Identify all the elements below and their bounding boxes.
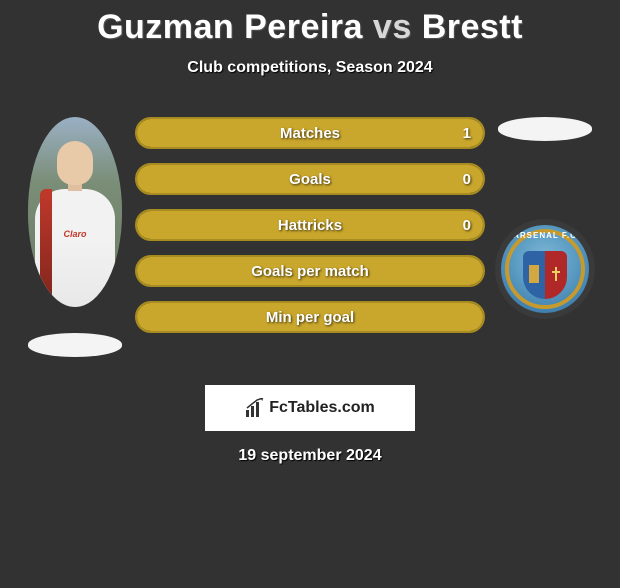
- left-side: Claro: [15, 117, 135, 357]
- stat-row: Goals per match: [135, 255, 485, 287]
- player1-flag: [28, 333, 122, 357]
- head: [57, 141, 93, 185]
- brand-text: FcTables.com: [269, 399, 375, 417]
- player1-name: Guzman Pereira: [97, 8, 363, 46]
- subtitle: Club competitions, Season 2024: [0, 59, 620, 77]
- crest-text: ARSENAL F.C: [501, 231, 589, 240]
- stats-column: 1Matches 0Goals 0Hattricks Goals per match M…: [135, 117, 485, 333]
- player2-crest: ARSENAL F.C: [495, 219, 595, 319]
- crest-shield: [523, 251, 567, 299]
- stat-label: Hattricks: [137, 211, 483, 239]
- vs-text: vs: [373, 8, 412, 46]
- chart-icon: [245, 398, 265, 418]
- stat-row: 0Goals: [135, 163, 485, 195]
- stat-row: 0Hattricks: [135, 209, 485, 241]
- player2-name: Brestt: [422, 8, 523, 46]
- right-side: ARSENAL F.C: [485, 117, 605, 319]
- fctables-logo: FcTables.com: [245, 398, 375, 418]
- page-title: Guzman Pereira vs Brestt: [0, 8, 620, 47]
- branding-box: FcTables.com: [205, 385, 415, 431]
- date-text: 19 september 2024: [0, 447, 620, 465]
- comparison-columns: Claro 1Matches 0Goals 0Hattricks Goals per …: [0, 117, 620, 357]
- stat-row: Min per goal: [135, 301, 485, 333]
- player1-photo: Claro: [28, 117, 122, 307]
- stat-label: Min per goal: [137, 303, 483, 331]
- shield-tower-icon: [529, 265, 539, 283]
- stat-label: Goals: [137, 165, 483, 193]
- player2-flag: [498, 117, 592, 141]
- stat-row: 1Matches: [135, 117, 485, 149]
- stat-label: Goals per match: [137, 257, 483, 285]
- shield-cross-icon: [552, 267, 560, 281]
- jersey-sponsor: Claro: [63, 229, 86, 239]
- stat-label: Matches: [137, 119, 483, 147]
- jersey-stripe: [40, 189, 52, 307]
